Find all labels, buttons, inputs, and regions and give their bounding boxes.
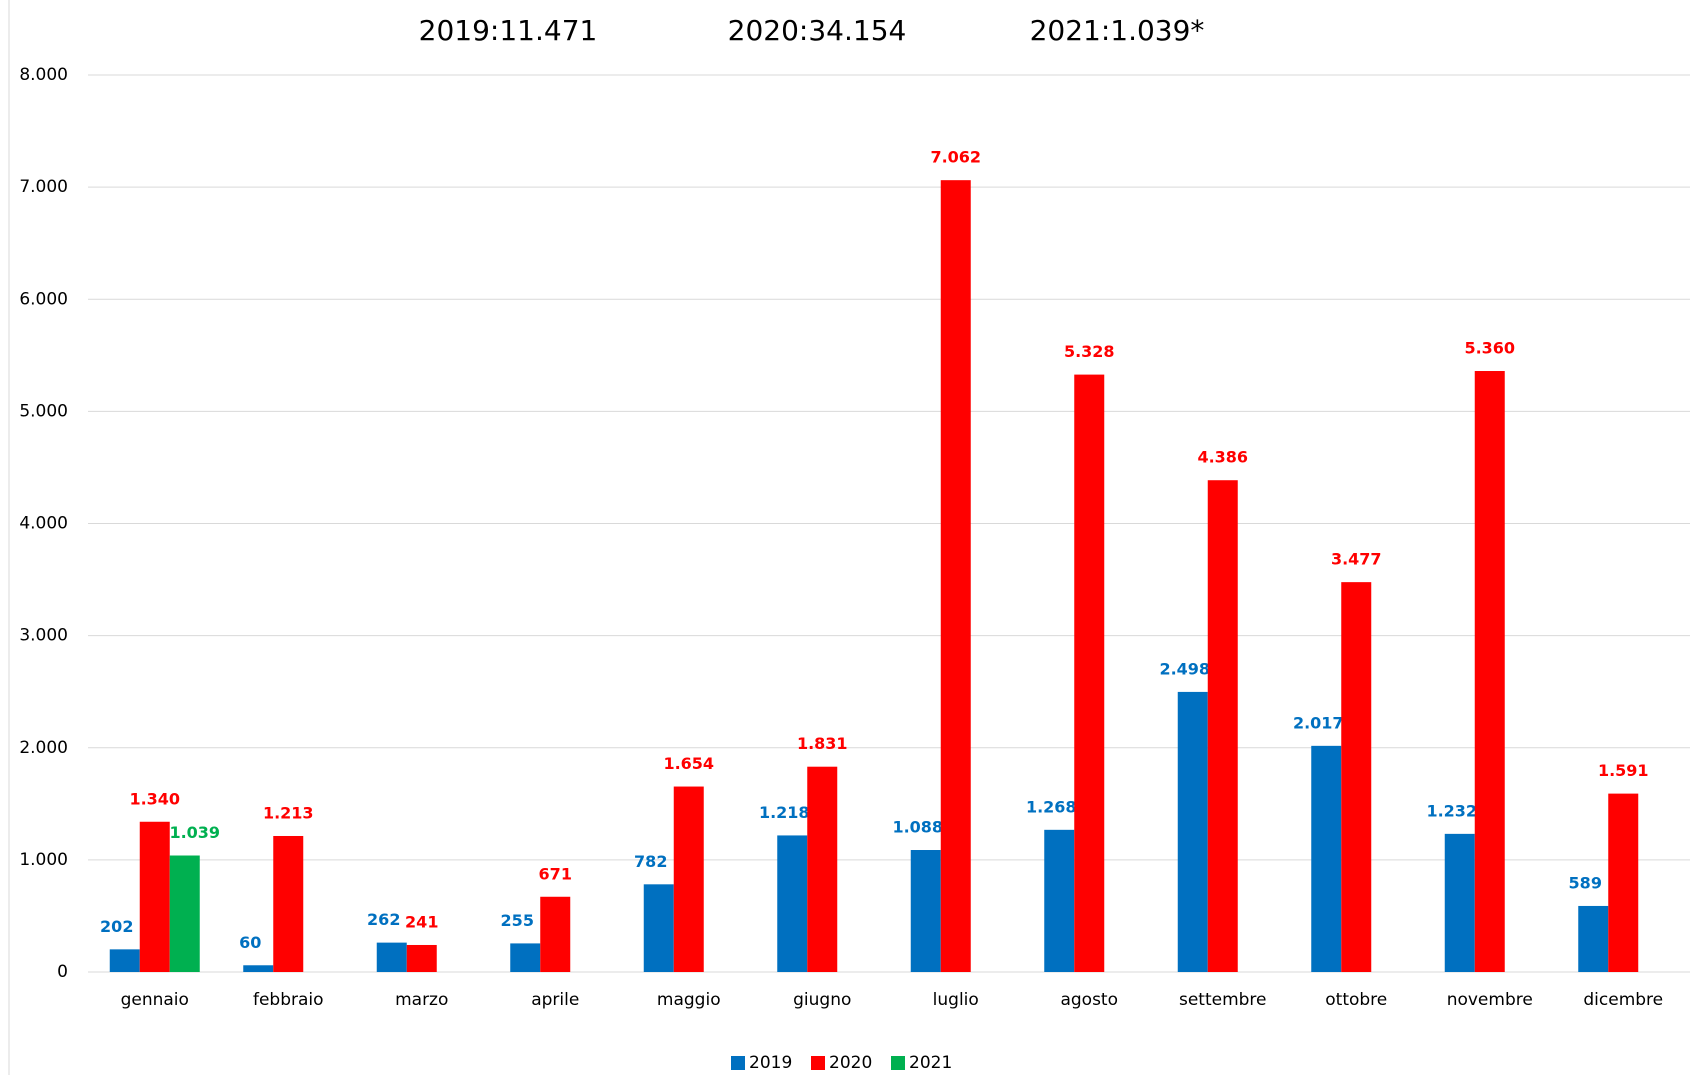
data-label: 3.477 (1331, 550, 1382, 569)
x-tick-label: settembre (1179, 990, 1267, 1010)
y-tick-label: 2.000 (19, 738, 68, 758)
x-tick-label: luglio (933, 990, 979, 1010)
x-tick-label: maggio (657, 990, 721, 1010)
chart-annotation: 2020:34.154 (728, 14, 907, 47)
data-label: 202 (100, 917, 133, 936)
chart-annotation: 2021:1.039* (1030, 14, 1205, 47)
data-label: 671 (539, 864, 572, 883)
bar (1578, 905, 1609, 972)
bar (1474, 371, 1505, 972)
bar (643, 884, 674, 972)
data-label: 1.218 (759, 803, 810, 822)
bar (243, 965, 274, 972)
bar (1177, 691, 1208, 972)
data-label: 1.039 (169, 823, 220, 842)
bar (673, 786, 704, 972)
y-tick-label: 1.000 (19, 850, 68, 870)
y-tick-label: 8.000 (19, 65, 68, 85)
bar (777, 835, 808, 972)
bar (169, 855, 200, 972)
x-tick-label: marzo (395, 990, 448, 1010)
x-tick-label: dicembre (1583, 990, 1663, 1010)
data-label: 1.831 (797, 734, 848, 753)
chart-annotation: 2019:11.471 (419, 14, 598, 47)
bar (910, 850, 941, 972)
bar (1044, 829, 1075, 972)
legend-swatch (891, 1056, 905, 1070)
data-label: 241 (405, 912, 438, 931)
bar (1341, 582, 1372, 972)
x-tick-label: febbraio (253, 990, 324, 1010)
data-label: 2.498 (1159, 659, 1210, 678)
bar (1311, 745, 1342, 972)
data-label: 1.213 (263, 803, 314, 822)
data-label: 1.268 (1026, 797, 1077, 816)
data-label: 1.340 (129, 789, 180, 808)
legend-swatch (731, 1056, 745, 1070)
bar (1608, 793, 1639, 972)
x-tick-label: novembre (1447, 990, 1533, 1010)
legend-label: 2020 (829, 1053, 872, 1073)
legend-swatch (811, 1056, 825, 1070)
bar (109, 949, 140, 972)
bar (1444, 833, 1475, 972)
data-label: 589 (1569, 873, 1602, 892)
bar (807, 766, 838, 972)
x-tick-label: agosto (1060, 990, 1118, 1010)
bar (510, 943, 541, 972)
data-label: 4.386 (1197, 448, 1248, 467)
data-label: 1.232 (1426, 801, 1477, 820)
bar (139, 821, 170, 972)
data-label: 1.088 (892, 818, 943, 837)
bar (376, 942, 407, 972)
bar (406, 944, 437, 972)
data-label: 2.017 (1293, 713, 1344, 732)
data-label: 5.328 (1064, 342, 1115, 361)
data-label: 1.591 (1598, 761, 1649, 780)
bar (273, 835, 304, 972)
y-tick-label: 5.000 (19, 401, 68, 421)
data-label: 262 (367, 910, 400, 929)
y-tick-label: 7.000 (19, 177, 68, 197)
legend-label: 2019 (749, 1053, 792, 1073)
data-label: 60 (239, 933, 261, 952)
bar (1074, 374, 1105, 972)
bar (540, 896, 571, 972)
y-tick-label: 6.000 (19, 289, 68, 309)
y-tick-label: 4.000 (19, 514, 68, 534)
data-label: 1.654 (663, 754, 714, 773)
data-label: 255 (501, 911, 534, 930)
x-tick-label: ottobre (1325, 990, 1387, 1010)
data-label: 7.062 (930, 148, 981, 167)
data-label: 5.360 (1464, 339, 1515, 358)
x-tick-label: giugno (793, 990, 851, 1010)
x-tick-label: aprile (531, 990, 579, 1010)
data-label: 782 (634, 852, 667, 871)
x-tick-label: gennaio (121, 990, 189, 1010)
y-tick-label: 0 (57, 962, 68, 982)
bar (940, 180, 971, 973)
bar (1207, 480, 1238, 972)
legend-label: 2021 (909, 1053, 952, 1073)
y-tick-label: 3.000 (19, 626, 68, 646)
